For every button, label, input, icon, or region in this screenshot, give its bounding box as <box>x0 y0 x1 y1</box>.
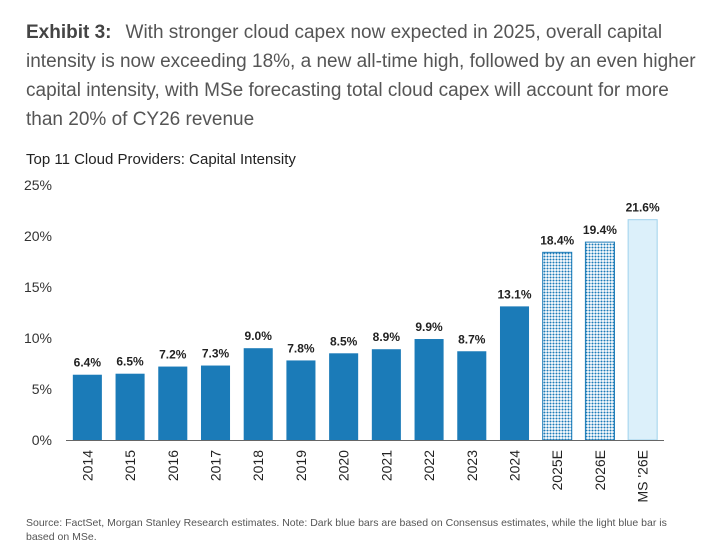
data-label: 6.5% <box>116 355 144 369</box>
x-axis: 2014 2015 2016 2017 2018 2019 2020 2021 2022 2023… <box>66 440 664 502</box>
y-tick-label: 20% <box>24 228 52 244</box>
x-tick-label: MS '26E <box>635 450 651 502</box>
bar-2019 <box>286 360 316 440</box>
bar-2021 <box>371 349 401 440</box>
data-label: 8.5% <box>330 334 358 348</box>
x-tick-label: 2021 <box>378 450 394 481</box>
data-label: 7.2% <box>159 348 187 362</box>
bar-2016 <box>158 366 188 440</box>
x-tick-label: 2025E <box>549 450 565 490</box>
x-tick-label: 2014 <box>79 450 95 481</box>
x-tick-label: 2019 <box>293 450 309 481</box>
data-label: 9.9% <box>415 320 443 334</box>
x-tick-label: 2015 <box>122 450 138 481</box>
bars <box>72 219 658 441</box>
x-tick-label: 2024 <box>507 450 523 481</box>
x-tick-label: 2017 <box>208 450 224 481</box>
bar-2022 <box>414 339 444 440</box>
data-label: 8.9% <box>373 330 401 344</box>
bar-2018 <box>243 348 273 440</box>
y-axis: 0% 5% 10% 15% 20% 25% <box>24 177 52 448</box>
x-tick-label: 2020 <box>336 450 352 481</box>
y-tick-label: 15% <box>24 279 52 295</box>
x-tick-label: 2026E <box>592 450 608 490</box>
x-tick-label: 2016 <box>165 450 181 481</box>
source-note: Source: FactSet, Morgan Stanley Research… <box>26 517 667 543</box>
x-tick-label: 2022 <box>421 450 437 481</box>
bar-2020 <box>329 353 359 440</box>
data-labels: 6.4% 6.5% 7.2% 7.3% 9.0% 7.8% 8.5% 8.9% 9.9% 8.7%… <box>74 201 660 370</box>
data-label: 13.1% <box>497 287 531 301</box>
x-tick-label: 2023 <box>464 450 480 481</box>
bar-2015 <box>115 373 145 440</box>
data-label: 18.4% <box>540 233 574 247</box>
y-tick-label: 25% <box>24 177 52 193</box>
bar-2025e <box>542 251 573 441</box>
chart-title: Top 11 Cloud Providers: Capital Intensit… <box>26 151 296 168</box>
exhibit-headline-text: With stronger cloud capex now expected i… <box>26 22 696 130</box>
data-label: 19.4% <box>583 223 617 237</box>
data-label: 7.8% <box>287 341 315 355</box>
data-label: 6.4% <box>74 356 102 370</box>
data-label: 7.3% <box>202 347 230 361</box>
data-label: 9.0% <box>245 329 273 343</box>
y-tick-label: 5% <box>32 381 52 397</box>
bar-2017 <box>200 365 231 440</box>
y-tick-label: 0% <box>32 432 52 448</box>
bar-chart: 0% 5% 10% 15% 20% 25% 6.4% 6.5% 7.2% 7.3% 9.0% 7.8… <box>24 177 664 502</box>
y-tick-label: 10% <box>24 330 52 346</box>
bar-2023 <box>457 351 487 440</box>
bar-2014 <box>72 374 102 440</box>
data-label: 21.6% <box>626 201 660 215</box>
exhibit-headline: Exhibit 3: With stronger cloud capex now … <box>26 18 696 134</box>
data-label: 8.7% <box>458 332 486 346</box>
bar-2026e <box>584 241 615 441</box>
exhibit-label: Exhibit 3: <box>26 22 112 43</box>
bar-ms26e <box>627 219 658 441</box>
x-tick-label: 2018 <box>250 450 266 481</box>
bar-2024 <box>499 306 530 440</box>
